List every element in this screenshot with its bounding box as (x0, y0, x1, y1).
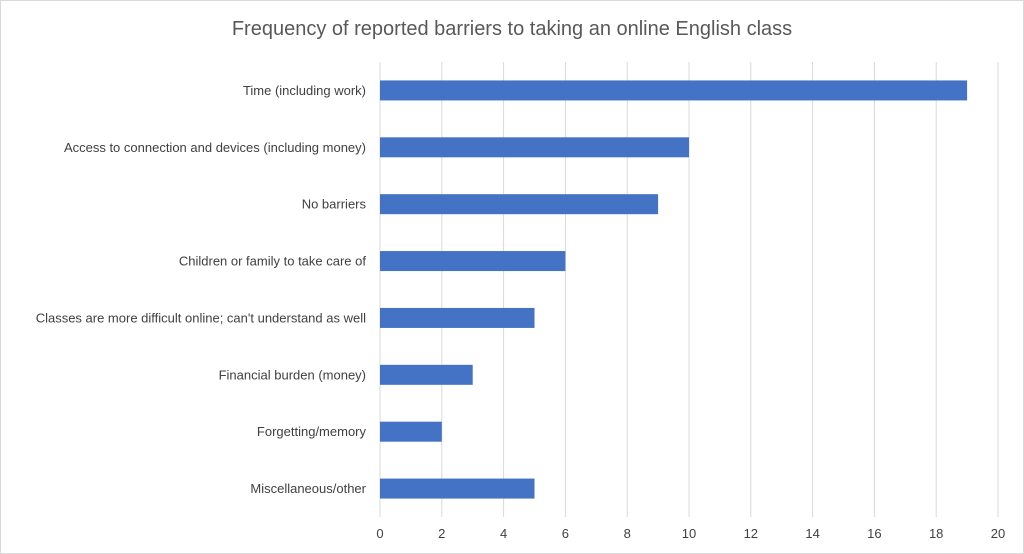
x-tick-label: 4 (500, 526, 507, 541)
category-labels: Time (including work) Access to connectio… (36, 83, 367, 496)
gridlines (379, 62, 999, 517)
x-tick-label: 8 (624, 526, 631, 541)
chart-title: Frequency of reported barriers to taking… (232, 18, 792, 40)
category-label: Children or family to take care of (179, 254, 367, 269)
x-tick-label: 10 (682, 526, 696, 541)
bar (380, 364, 473, 385)
x-tick-label: 18 (929, 526, 943, 541)
category-label: Time (including work) (243, 83, 366, 98)
category-label: Miscellaneous/other (250, 481, 366, 496)
category-label: Classes are more difficult online; can't… (36, 310, 366, 325)
bar (380, 137, 689, 158)
bar (380, 194, 659, 215)
x-tick-label: 6 (562, 526, 569, 541)
bar (380, 421, 442, 442)
bar (380, 307, 535, 328)
category-label: Access to connection and devices (includ… (64, 140, 366, 155)
bar (380, 80, 968, 101)
bars (380, 80, 968, 499)
x-tick-label: 16 (867, 526, 881, 541)
bar (380, 251, 566, 272)
x-axis-tick-labels: 0 2 4 6 8 10 12 14 16 18 20 (376, 526, 1005, 541)
x-tick-label: 2 (438, 526, 445, 541)
category-label: Financial burden (money) (219, 367, 366, 382)
bar (380, 478, 535, 499)
x-tick-label: 12 (744, 526, 758, 541)
x-tick-label: 20 (991, 526, 1005, 541)
x-tick-label: 14 (805, 526, 819, 541)
category-label: Forgetting/memory (257, 424, 367, 439)
x-tick-label: 0 (376, 526, 383, 541)
category-label: No barriers (302, 197, 367, 212)
